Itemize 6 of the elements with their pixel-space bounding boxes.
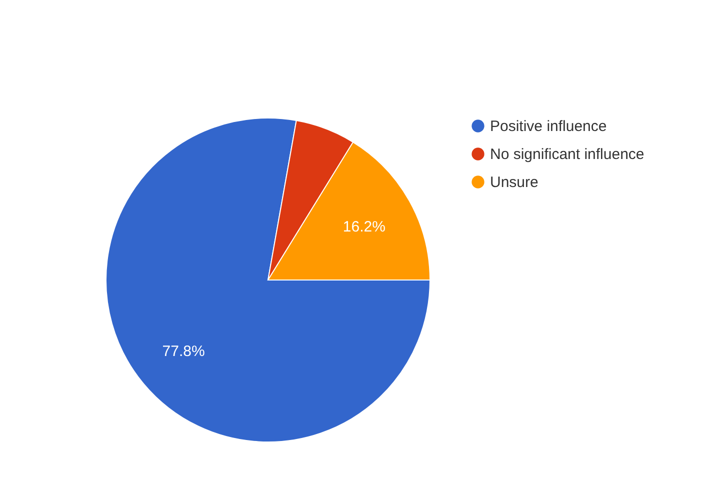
data-label: 16.2%	[342, 218, 386, 236]
legend-label: Positive influence	[490, 118, 607, 135]
legend-label: No significant influence	[490, 146, 644, 163]
legend-label: Unsure	[490, 174, 538, 191]
data-label: 77.8%	[162, 342, 205, 360]
pie-slice	[106, 118, 430, 442]
